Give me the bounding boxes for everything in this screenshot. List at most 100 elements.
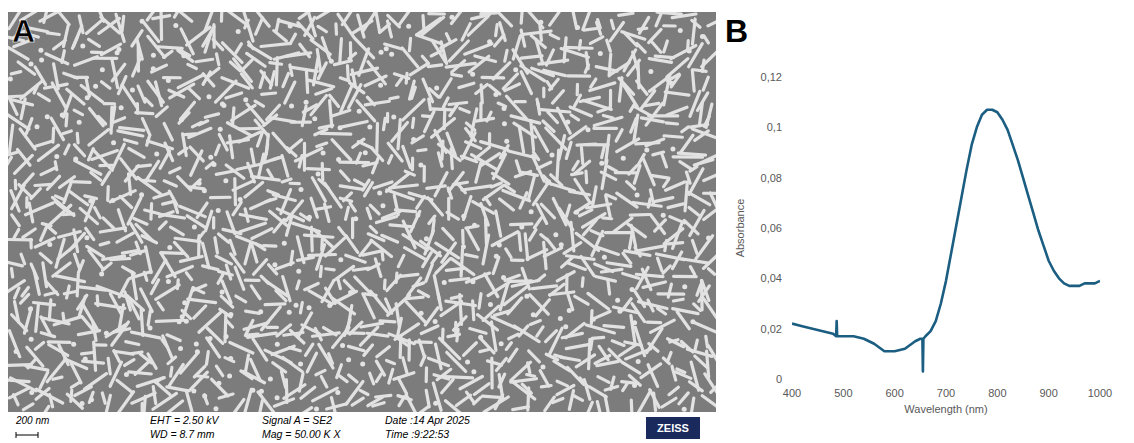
nanorod: [665, 241, 667, 251]
nanorod: [188, 64, 197, 68]
nanoparticle: [88, 198, 93, 203]
nanorod: [696, 236, 713, 259]
nanorod: [145, 98, 152, 105]
nanorod: [514, 326, 539, 342]
nanorod: [537, 327, 543, 336]
nanorod: [657, 12, 681, 14]
nanorod: [156, 285, 180, 299]
nanorod: [495, 35, 504, 46]
nanorod: [226, 265, 230, 279]
nanoparticle: [288, 24, 293, 29]
nanorod: [358, 142, 372, 148]
nanorod: [377, 347, 390, 357]
nanoparticle: [29, 61, 34, 66]
nanorod: [605, 386, 617, 390]
nanorod: [340, 171, 349, 181]
nanoparticle: [130, 87, 135, 92]
nanorod: [417, 18, 440, 34]
nanorod: [513, 407, 529, 410]
nanorod: [208, 68, 219, 77]
nanorod: [640, 91, 654, 110]
nanorod: [604, 326, 624, 328]
nanorod: [47, 176, 59, 189]
nanorod: [243, 371, 264, 382]
plot-area: [792, 110, 1100, 372]
nanoparticle: [379, 50, 384, 55]
nanoparticle: [316, 172, 321, 177]
nanorod: [637, 81, 647, 94]
nanorod: [51, 128, 55, 142]
nanorod: [101, 44, 120, 55]
nanoparticle: [380, 203, 385, 208]
nanorod: [702, 60, 704, 71]
nanorod: [689, 169, 703, 195]
nanorod: [649, 59, 671, 63]
nanorod: [453, 317, 466, 330]
nanorod: [655, 198, 673, 202]
nanorod: [276, 263, 293, 269]
nanorod: [667, 107, 687, 115]
nanoparticle: [598, 51, 603, 56]
nanorod: [223, 229, 241, 233]
nanorod: [244, 13, 253, 41]
nanorod: [178, 12, 191, 21]
nanorod: [287, 148, 296, 156]
nanorod: [233, 179, 237, 205]
nanorod: [63, 25, 68, 46]
nanorod: [19, 185, 32, 198]
nanorod: [82, 352, 93, 353]
nanorod: [496, 211, 501, 236]
nanorod: [673, 299, 683, 301]
nanorod: [26, 119, 32, 134]
nanorod: [590, 37, 602, 44]
nanorod: [241, 74, 252, 88]
nanorod: [692, 70, 694, 91]
nanorod: [541, 110, 570, 112]
nanorod: [132, 272, 136, 299]
nanorod: [611, 20, 613, 28]
nanorod: [413, 283, 424, 287]
nanoparticle: [299, 187, 304, 192]
nanorod: [466, 226, 478, 228]
nanorod: [313, 388, 338, 401]
nanorod: [566, 142, 571, 158]
nanorod: [342, 12, 354, 25]
nanorod: [159, 222, 166, 229]
nanoparticle: [180, 314, 185, 319]
nanorod: [259, 154, 264, 176]
nanorod: [179, 148, 187, 154]
nanorod: [363, 294, 374, 318]
nanorod: [483, 235, 489, 264]
nanoparticle: [519, 224, 524, 229]
nanorod: [592, 231, 603, 255]
nanoparticle: [615, 298, 620, 303]
nanoparticle: [154, 151, 159, 156]
nanorod: [648, 199, 650, 207]
nanoparticle: [502, 106, 507, 111]
nanorod: [327, 404, 347, 409]
nanorod: [289, 348, 300, 351]
nanoparticle: [465, 360, 470, 365]
nanorod: [651, 41, 661, 52]
nanorod: [21, 254, 25, 263]
nanorod: [452, 61, 465, 73]
nanorod: [429, 99, 431, 110]
info-text: EHT = 2.50 kV: [150, 414, 220, 426]
nanorod: [677, 312, 689, 329]
nanorod: [266, 199, 276, 202]
nanorod: [283, 358, 302, 372]
nanorod: [322, 38, 329, 59]
nanorod: [479, 294, 481, 308]
nanoparticle: [8, 76, 13, 81]
nanorod: [427, 186, 445, 188]
nanorod: [8, 238, 32, 242]
nanorod: [131, 332, 159, 338]
nanorod: [581, 256, 594, 275]
nanorod: [341, 84, 353, 111]
nanorod: [428, 198, 443, 215]
nanorod: [331, 398, 335, 412]
nanorod: [605, 396, 609, 412]
nanorod: [390, 97, 398, 99]
nanorod: [252, 244, 257, 262]
nanorod: [505, 84, 520, 91]
